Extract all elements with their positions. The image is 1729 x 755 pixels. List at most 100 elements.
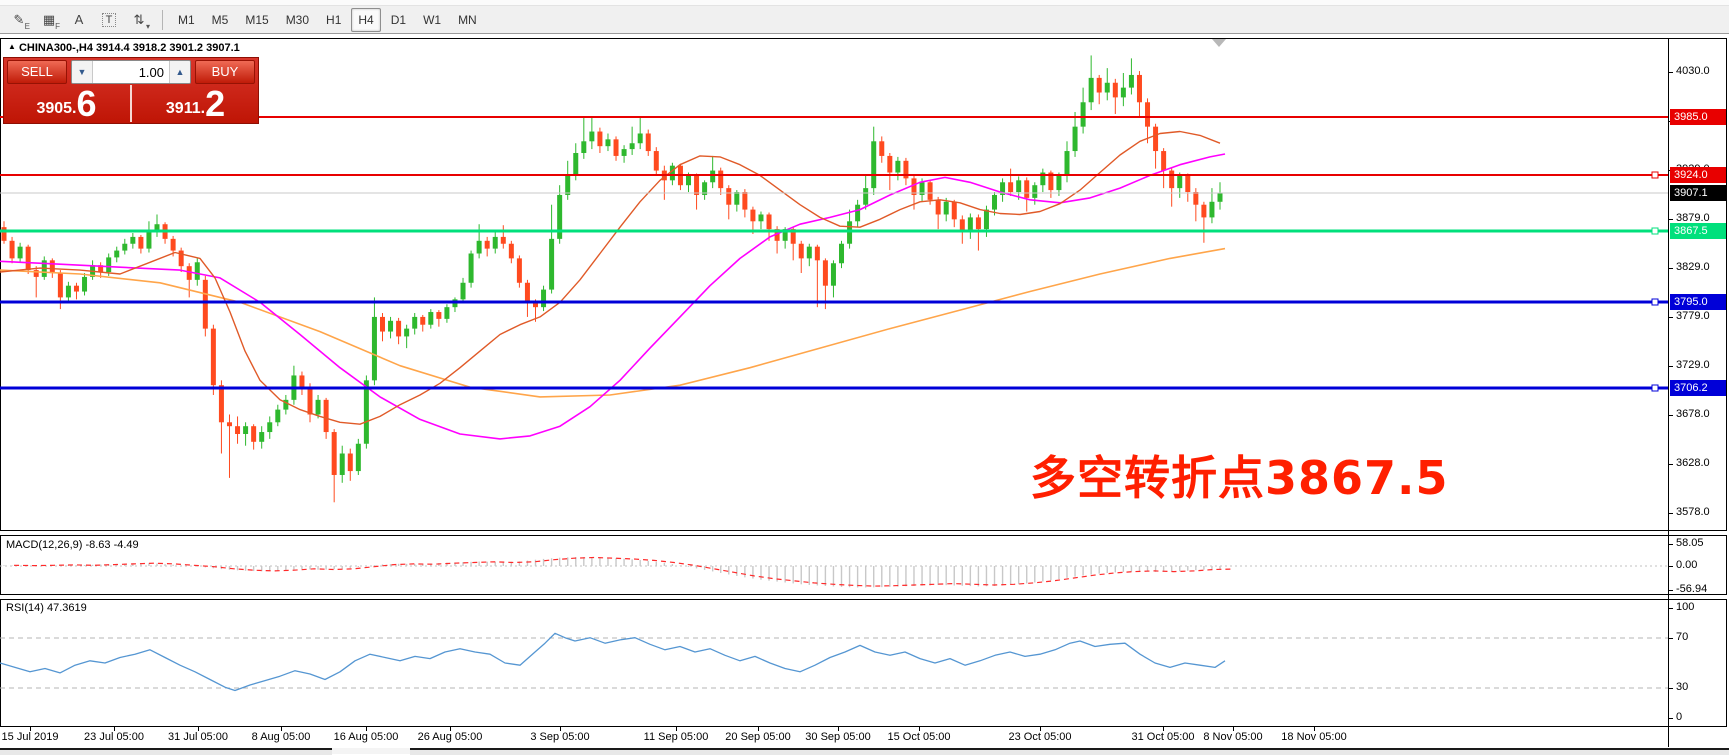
- price-tick-mark: [1668, 464, 1673, 465]
- time-tick-mark: [1040, 727, 1041, 731]
- one-click-trade-panel: SELL ▼ ▲ BUY 3905.6 3911.2: [3, 57, 259, 124]
- time-label: 18 Nov 05:00: [1281, 731, 1347, 743]
- time-label: 31 Oct 05:00: [1131, 731, 1195, 743]
- price-tick-mark: [1668, 72, 1673, 73]
- time-tick-mark: [560, 727, 561, 731]
- time-tick-mark: [1233, 727, 1234, 731]
- price-badge-3795.0: 3795.0: [1670, 294, 1726, 310]
- time-label: 20 Sep 05:00: [725, 731, 791, 743]
- time-label: 16 Aug 05:00: [333, 731, 399, 743]
- macd-label: MACD(12,26,9) -8.63 -4.49: [6, 539, 139, 551]
- symbol-info-line: ▲ CHINA300-,H4 3914.4 3918.2 3901.2 3907…: [8, 42, 240, 54]
- macd-panel[interactable]: [0, 535, 1727, 595]
- macd-tick-label: -56.94: [1676, 583, 1708, 595]
- rsi-tick-label: 30: [1676, 681, 1689, 693]
- time-tick-mark: [450, 727, 451, 731]
- text-icon[interactable]: A: [74, 12, 84, 27]
- price-tick-mark: [1668, 219, 1673, 220]
- rsi-tick-mark: [1668, 688, 1673, 689]
- macd-tick-label: 0.00: [1676, 559, 1698, 571]
- time-tick-mark: [838, 727, 839, 731]
- price-tick-label: 3628.0: [1676, 457, 1710, 469]
- timeframe-mn[interactable]: MN: [458, 12, 477, 27]
- price-tick-mark: [1668, 415, 1673, 416]
- macd-tick-mark: [1668, 590, 1673, 591]
- symbol-ohlc-text: CHINA300-,H4 3914.4 3918.2 3901.2 3907.1: [18, 42, 240, 54]
- price-tick-label: 3829.0: [1676, 261, 1710, 273]
- price-tick-mark: [1668, 366, 1673, 367]
- time-tick-mark: [1163, 727, 1164, 731]
- buy-price[interactable]: 3911. 2: [133, 85, 258, 122]
- volume-up-button[interactable]: ▲: [169, 61, 190, 83]
- timeframe-w1[interactable]: W1: [423, 12, 442, 27]
- time-tick-mark: [758, 727, 759, 731]
- buy-button[interactable]: BUY: [195, 60, 255, 84]
- time-label: 8 Aug 05:00: [251, 731, 311, 743]
- price-tick-mark: [1668, 268, 1673, 269]
- rsi-panel[interactable]: [0, 599, 1727, 727]
- time-tick-mark: [676, 727, 677, 731]
- timeframe-h1[interactable]: H1: [326, 12, 342, 27]
- main-toolbar: ✎ E ▦ F A T ⇅ ▾ M1 M5 M15 M30 H1 H4 D1 W1 MN: [0, 6, 1729, 34]
- price-chart-panel[interactable]: [0, 38, 1727, 531]
- symbol-marker-icon: ▲: [8, 42, 16, 51]
- window-top-strip: [0, 0, 1729, 6]
- fibonacci-icon[interactable]: ▦ F: [42, 11, 60, 31]
- sell-button[interactable]: SELL: [7, 60, 67, 84]
- price-badge-3867.5: 3867.5: [1670, 223, 1726, 239]
- timeframe-m5[interactable]: M5: [211, 12, 229, 27]
- price-tick-label: 3729.0: [1676, 359, 1710, 371]
- price-tick-mark: [1668, 513, 1673, 514]
- rsi-label: RSI(14) 47.3619: [6, 602, 87, 614]
- channel-icon[interactable]: ✎ E: [13, 11, 30, 31]
- price-badge-3924.0: 3924.0: [1670, 167, 1726, 183]
- time-label: 30 Sep 05:00: [805, 731, 871, 743]
- sell-price[interactable]: 3905. 6: [4, 85, 129, 122]
- scrollbar-segment-right[interactable]: [410, 748, 1729, 755]
- volume-input[interactable]: [93, 61, 169, 83]
- buy-price-big: 2: [205, 83, 226, 124]
- time-label: 31 Jul 05:00: [168, 731, 228, 743]
- macd-tick-mark: [1668, 544, 1673, 545]
- price-divider: [130, 85, 132, 122]
- time-label: 23 Oct 05:00: [1008, 731, 1072, 743]
- time-label: 8 Nov 05:00: [1203, 731, 1263, 743]
- price-badge-3985.0: 3985.0: [1670, 109, 1726, 125]
- timeframe-d1[interactable]: D1: [390, 12, 407, 27]
- timeframe-m1[interactable]: M1: [178, 12, 195, 27]
- time-label: 23 Jul 05:00: [84, 731, 144, 743]
- price-tick-label: 4030.0: [1676, 65, 1710, 77]
- price-axis-line: [1668, 38, 1669, 747]
- volume-down-button[interactable]: ▼: [72, 61, 93, 83]
- time-tick-mark: [198, 727, 199, 731]
- time-tick-mark: [919, 727, 920, 731]
- time-label: 3 Sep 05:00: [530, 731, 590, 743]
- sell-price-small: 3905.: [36, 100, 77, 117]
- price-tick-mark: [1668, 317, 1673, 318]
- rsi-tick-label: 0: [1676, 711, 1683, 723]
- rsi-tick-mark: [1668, 638, 1673, 639]
- timeframe-m30[interactable]: M30: [285, 12, 310, 27]
- label-icon[interactable]: T: [96, 8, 122, 32]
- scrollbar-segment-left[interactable]: [0, 748, 332, 755]
- timeframe-m15[interactable]: M15: [245, 12, 269, 27]
- price-badge-3907.1: 3907.1: [1670, 185, 1726, 201]
- buy-price-small: 3911.: [165, 100, 206, 117]
- arrows-icon[interactable]: ⇅ ▾: [133, 11, 150, 31]
- rsi-tick-label: 100: [1676, 601, 1695, 613]
- time-label: 11 Sep 05:00: [643, 731, 709, 743]
- price-tick-label: 3879.0: [1676, 212, 1710, 224]
- rsi-tick-label: 70: [1676, 631, 1689, 643]
- sell-price-big: 6: [76, 83, 97, 124]
- price-badge-3706.2: 3706.2: [1670, 380, 1726, 396]
- time-tick-mark: [1314, 727, 1315, 731]
- timeframe-h4[interactable]: H4: [351, 7, 381, 32]
- price-tick-label: 3779.0: [1676, 310, 1710, 322]
- chart-annotation-text: 多空转折点3867.5: [1030, 451, 1449, 505]
- time-tick-mark: [30, 727, 31, 731]
- price-tick-label: 3578.0: [1676, 506, 1710, 518]
- time-tick-mark: [114, 727, 115, 731]
- timeframe-group: M1 M5 M15 M30 H1 H4 D1 W1 MN: [171, 7, 487, 32]
- time-label: 15 Oct 05:00: [887, 731, 951, 743]
- rsi-tick-mark: [1668, 608, 1673, 609]
